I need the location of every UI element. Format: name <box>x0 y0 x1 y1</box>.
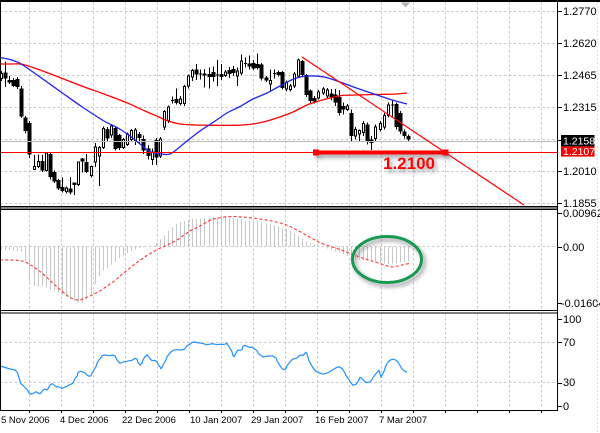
svg-text:4 Dec 2006: 4 Dec 2006 <box>60 415 109 426</box>
svg-text:100: 100 <box>563 314 581 326</box>
svg-text:1.2315: 1.2315 <box>563 102 597 114</box>
svg-text:1.2465: 1.2465 <box>563 70 597 82</box>
svg-text:1.2100: 1.2100 <box>383 154 435 173</box>
svg-text:1.2010: 1.2010 <box>563 166 597 178</box>
svg-text:7 Mar 2007: 7 Mar 2007 <box>379 415 427 426</box>
svg-text:22 Dec 2006: 22 Dec 2006 <box>122 415 176 426</box>
svg-text:1.1855: 1.1855 <box>563 198 597 210</box>
svg-text:1.2770: 1.2770 <box>563 6 597 18</box>
svg-text:1.2620: 1.2620 <box>563 38 597 50</box>
svg-text:16 Feb 2007: 16 Feb 2007 <box>315 415 368 426</box>
svg-text:1.2158: 1.2158 <box>563 136 595 148</box>
svg-text:0.00: 0.00 <box>563 242 584 254</box>
svg-text:70: 70 <box>563 337 575 349</box>
svg-text:5 Nov 2006: 5 Nov 2006 <box>1 415 50 426</box>
svg-text:29 Jan 2007: 29 Jan 2007 <box>251 415 303 426</box>
svg-text:0: 0 <box>563 401 569 413</box>
svg-text:10 Jan 2007: 10 Jan 2007 <box>190 415 242 426</box>
svg-text:-0.01604: -0.01604 <box>561 298 600 310</box>
svg-text:0.00962: 0.00962 <box>563 208 600 220</box>
svg-text:30: 30 <box>563 377 575 389</box>
svg-text:1.2107: 1.2107 <box>563 146 595 158</box>
